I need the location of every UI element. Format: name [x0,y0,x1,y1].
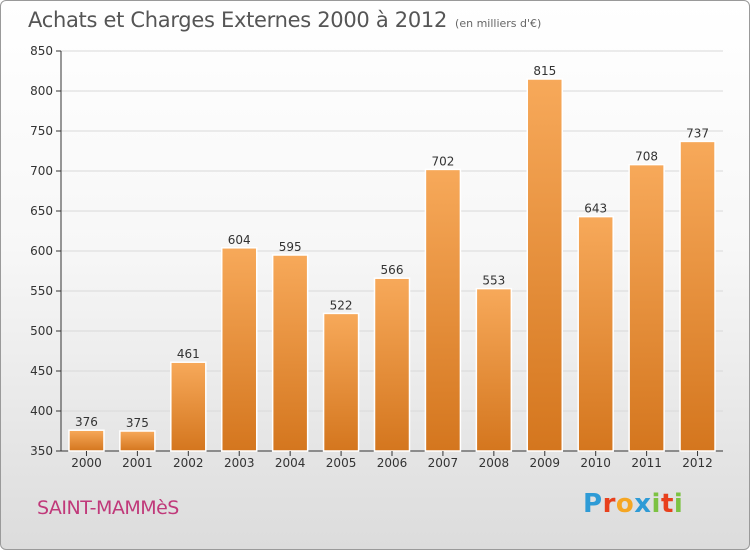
x-tick-label: 2002 [173,456,204,470]
bar [577,215,614,452]
chart-title-text: Achats et Charges Externes 2000 à 2012 [28,8,448,32]
bar [68,429,105,452]
city-name: SAINT-MAMMèS [37,497,179,519]
bar [679,140,716,452]
bar-value-label: 595 [279,240,302,254]
y-tick-label: 350 [30,444,53,458]
y-tick-label: 500 [30,324,53,338]
bar [119,430,156,452]
bar-value-label: 643 [584,202,607,216]
bar [526,78,564,452]
y-tick-label: 750 [30,124,53,138]
logo-letter: x [634,489,652,519]
bar-value-label: 553 [482,274,505,288]
bar [170,361,207,452]
proxiti-logo: Proxiti [583,489,683,519]
bar [628,163,665,452]
bar-value-label: 461 [177,347,200,361]
y-tick-label: 400 [30,404,53,418]
x-tick-label: 2009 [529,456,560,470]
x-tick-label: 2007 [428,456,459,470]
logo-letter: t [660,489,674,519]
bar-value-label: 376 [75,415,98,429]
bar-value-label: 375 [126,416,149,430]
x-tick-label: 2004 [275,456,306,470]
bar [373,277,411,452]
y-tick-label: 550 [30,284,53,298]
bar [424,168,462,452]
bar-value-label: 708 [635,150,658,164]
chart-title: Achats et Charges Externes 2000 à 2012 (e… [28,8,541,32]
y-tick-label: 600 [30,244,53,258]
chart-subtitle: (en milliers d'€) [455,17,542,30]
logo-letter: P [583,489,603,519]
bar-value-label: 702 [431,154,454,168]
bar-value-label: 566 [381,263,404,277]
bar-value-label: 815 [533,64,556,78]
x-tick-label: 2010 [580,456,611,470]
bar-value-label: 522 [330,298,353,312]
y-tick-label: 800 [30,84,53,98]
x-tick-label: 2011 [631,456,662,470]
logo-letter: i [673,489,684,519]
logo-letter: i [651,489,661,519]
logo-letter: o [615,489,635,519]
y-tick-label: 650 [30,204,53,218]
bar [322,312,360,452]
x-tick-label: 2003 [224,456,255,470]
y-tick-label: 700 [30,164,53,178]
x-tick-label: 2012 [682,456,713,470]
bar [475,287,513,452]
x-tick-label: 2000 [71,456,102,470]
x-tick-label: 2008 [479,456,510,470]
bar [220,247,258,452]
x-tick-label: 2001 [122,456,153,470]
bar-value-label: 737 [686,126,709,140]
y-tick-label: 850 [30,44,53,58]
logo-letter: r [602,489,616,519]
x-tick-label: 2006 [377,456,408,470]
x-tick-label: 2005 [326,456,357,470]
bar-value-label: 604 [228,233,251,247]
bar [271,254,309,452]
y-tick-label: 450 [30,364,53,378]
